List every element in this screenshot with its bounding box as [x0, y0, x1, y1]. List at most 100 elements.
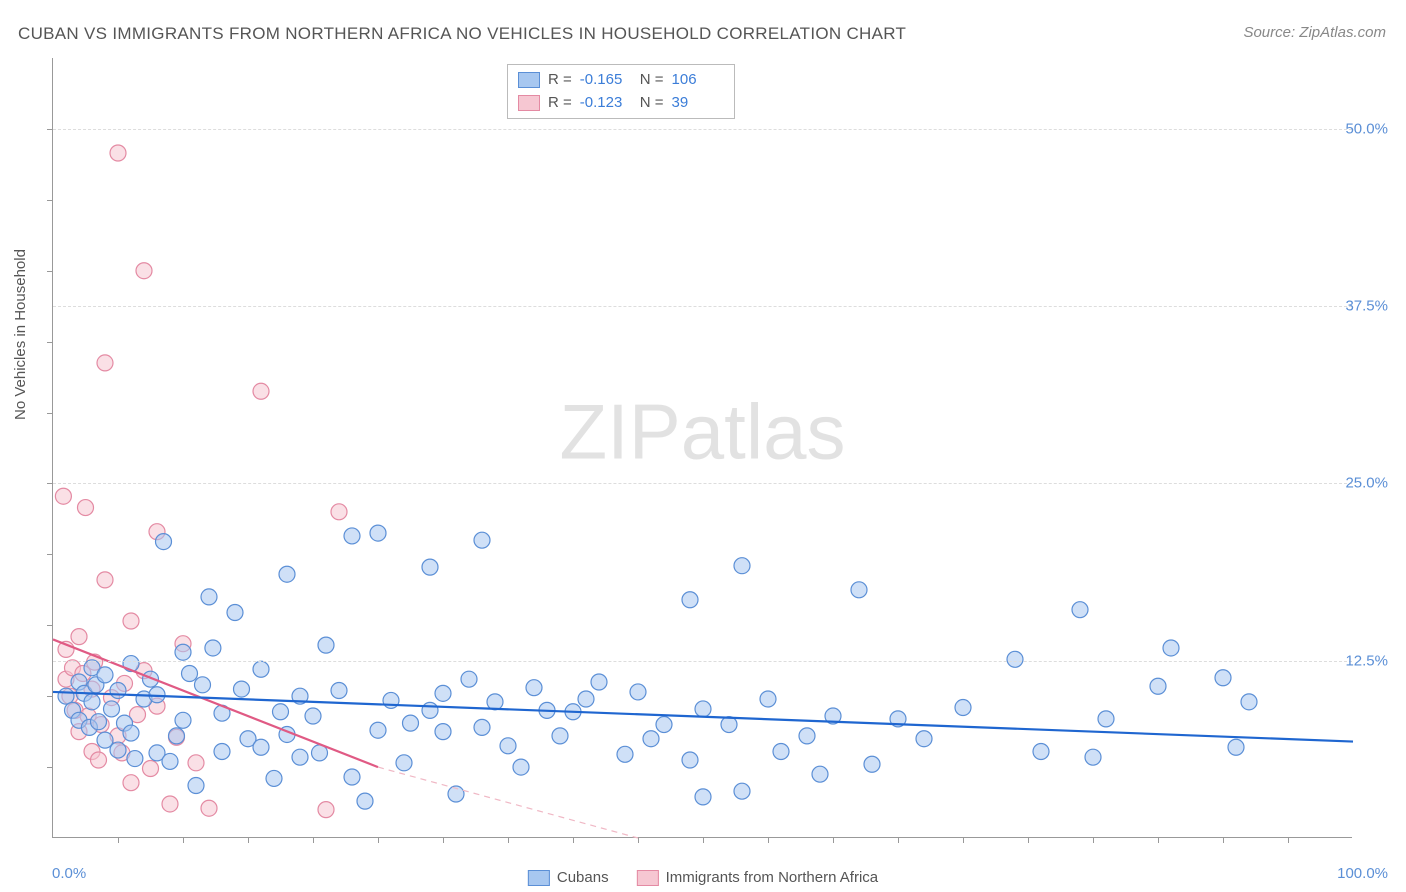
data-point: [812, 766, 828, 782]
data-point: [162, 796, 178, 812]
gridline: [53, 129, 1352, 130]
data-point: [97, 667, 113, 683]
x-tick: [638, 837, 639, 843]
data-point: [734, 783, 750, 799]
data-point: [123, 725, 139, 741]
x-tick: [248, 837, 249, 843]
data-point: [1098, 711, 1114, 727]
data-point: [110, 742, 126, 758]
data-point: [292, 749, 308, 765]
swatch-cubans-icon: [528, 870, 550, 886]
data-point: [435, 724, 451, 740]
data-point: [422, 559, 438, 575]
x-tick: [183, 837, 184, 843]
data-point: [331, 504, 347, 520]
data-point: [55, 488, 71, 504]
y-tick: [47, 625, 53, 626]
data-point: [127, 751, 143, 767]
legend-bottom: Cubans Immigrants from Northern Africa: [528, 869, 878, 886]
data-point: [916, 731, 932, 747]
data-point: [156, 534, 172, 550]
y-tick: [47, 271, 53, 272]
data-point: [78, 500, 94, 516]
data-point: [71, 629, 87, 645]
data-point: [91, 752, 107, 768]
data-point: [578, 691, 594, 707]
gridline: [53, 661, 1352, 662]
x-tick: [963, 837, 964, 843]
data-point: [344, 528, 360, 544]
data-point: [734, 558, 750, 574]
x-tick: [768, 837, 769, 843]
data-point: [403, 715, 419, 731]
data-point: [461, 671, 477, 687]
x-label-max: 100.0%: [1337, 865, 1388, 882]
data-point: [630, 684, 646, 700]
x-tick: [1093, 837, 1094, 843]
y-tick: [47, 554, 53, 555]
data-point: [435, 685, 451, 701]
data-point: [266, 770, 282, 786]
data-point: [513, 759, 529, 775]
data-point: [123, 775, 139, 791]
x-tick: [443, 837, 444, 843]
data-point: [84, 694, 100, 710]
gridline: [53, 483, 1352, 484]
data-point: [318, 802, 334, 818]
x-tick: [898, 837, 899, 843]
x-tick: [703, 837, 704, 843]
data-point: [201, 589, 217, 605]
data-point: [1163, 640, 1179, 656]
data-point: [305, 708, 321, 724]
data-point: [175, 644, 191, 660]
data-point: [331, 683, 347, 699]
y-tick-label: 25.0%: [1345, 475, 1388, 492]
y-axis-label: No Vehicles in Household: [12, 249, 29, 420]
data-point: [864, 756, 880, 772]
data-point: [169, 728, 185, 744]
data-point: [955, 700, 971, 716]
y-tick: [47, 413, 53, 414]
x-label-min: 0.0%: [52, 865, 86, 882]
x-tick: [573, 837, 574, 843]
y-tick: [47, 129, 53, 130]
data-point: [682, 752, 698, 768]
legend-label-nafrica: Immigrants from Northern Africa: [666, 869, 879, 886]
data-point: [182, 665, 198, 681]
data-point: [1072, 602, 1088, 618]
data-point: [175, 712, 191, 728]
y-tick: [47, 342, 53, 343]
data-point: [474, 719, 490, 735]
data-point: [474, 532, 490, 548]
y-tick-label: 37.5%: [1345, 298, 1388, 315]
x-tick: [1288, 837, 1289, 843]
data-point: [1215, 670, 1231, 686]
data-point: [617, 746, 633, 762]
x-tick: [833, 837, 834, 843]
x-tick: [508, 837, 509, 843]
x-tick: [313, 837, 314, 843]
data-point: [695, 789, 711, 805]
data-point: [799, 728, 815, 744]
data-point: [195, 677, 211, 693]
x-tick: [1028, 837, 1029, 843]
trend-line: [378, 767, 638, 838]
data-point: [526, 680, 542, 696]
data-point: [234, 681, 250, 697]
data-point: [422, 702, 438, 718]
data-point: [487, 694, 503, 710]
data-point: [357, 793, 373, 809]
data-point: [370, 525, 386, 541]
data-point: [227, 605, 243, 621]
data-point: [1007, 651, 1023, 667]
data-point: [97, 355, 113, 371]
legend-item-cubans: Cubans: [528, 869, 609, 886]
data-point: [552, 728, 568, 744]
data-point: [201, 800, 217, 816]
data-point: [123, 613, 139, 629]
data-point: [91, 714, 107, 730]
x-tick: [1223, 837, 1224, 843]
y-tick: [47, 483, 53, 484]
data-point: [1150, 678, 1166, 694]
data-point: [110, 145, 126, 161]
